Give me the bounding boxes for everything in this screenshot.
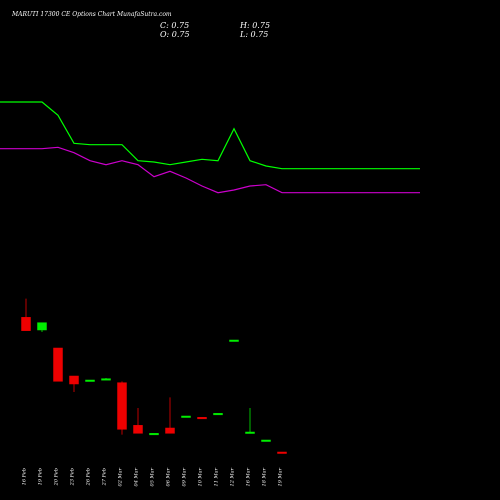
candle-4 [69, 375, 79, 392]
candle-3 [53, 347, 63, 382]
candle-2 [37, 322, 47, 332]
candle-body [181, 415, 191, 418]
low-readout: L: 0.75 [239, 30, 268, 39]
candle-14 [229, 339, 239, 342]
candle-12 [197, 417, 207, 420]
candle-8 [133, 408, 143, 434]
x-tick-label: 12 Mar [230, 467, 236, 486]
candle-body [149, 433, 159, 436]
x-tick-label: 19 Mar [278, 467, 284, 486]
open-readout: O: 0.75 [160, 30, 190, 39]
candle-body [197, 417, 207, 420]
x-tick-label: 06 Mar [166, 467, 172, 486]
candle-body [53, 347, 63, 382]
x-tick-label: 16 Feb [22, 468, 28, 485]
candle-15 [245, 408, 255, 434]
candle-body [101, 378, 111, 381]
candle-body [261, 439, 271, 442]
candle-1 [21, 298, 31, 331]
x-tick-label: 02 Mar [118, 467, 124, 486]
candle-5 [85, 379, 95, 382]
candle-body [165, 427, 175, 434]
x-axis: 16 Feb 19 Feb 20 Feb 23 Feb 26 Feb 27 Feb 02 M… [22, 467, 284, 486]
candle-body [69, 375, 79, 385]
candle-6 [101, 378, 111, 381]
x-tick-label: 11 Mar [214, 467, 220, 486]
candle-body [85, 379, 95, 382]
indicator-line-2 [0, 146, 420, 194]
x-tick-label: 26 Feb [86, 468, 92, 486]
chart-header-title: MARUTI 17300 CE Options Chart MunafaSutr… [11, 11, 172, 18]
candle-17 [277, 451, 287, 454]
candle-body [133, 425, 143, 434]
candle-body [213, 413, 223, 416]
close-readout: C: 0.75 [160, 21, 189, 30]
candle-body [117, 382, 127, 430]
x-tick-label: 04 Mar [134, 467, 140, 486]
candle-body [229, 339, 239, 342]
x-tick-label: 18 Mar [262, 467, 268, 486]
x-tick-label: 27 Feb [102, 468, 108, 486]
x-tick-label: 19 Feb [38, 468, 44, 485]
x-tick-label: 23 Feb [70, 468, 76, 486]
candle-13 [213, 413, 223, 416]
indicator-lines [0, 101, 420, 194]
candle-16 [261, 439, 271, 442]
x-tick-label: 09 Mar [182, 467, 188, 486]
x-tick-label: 05 Mar [150, 467, 156, 486]
high-readout: H: 0.75 [239, 21, 270, 30]
candle-10 [165, 397, 175, 434]
x-tick-label: 10 Mar [198, 467, 204, 486]
candle-body [277, 451, 287, 454]
x-tick-label: 16 Mar [246, 467, 252, 486]
candle-11 [181, 415, 191, 418]
candle-body [21, 317, 31, 331]
candles [21, 298, 287, 454]
indicator-line-1 [0, 101, 420, 170]
candle-body [37, 322, 47, 331]
candle-7 [117, 381, 127, 435]
candle-9 [149, 433, 159, 436]
candle-body [245, 431, 255, 434]
x-tick-label: 20 Feb [54, 468, 60, 486]
